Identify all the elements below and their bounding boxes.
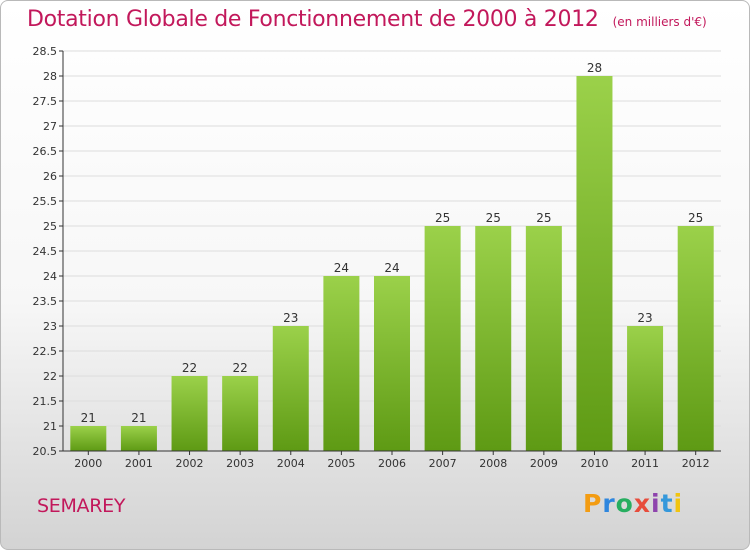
y-tick-label: 21 (43, 420, 57, 433)
bar-value-label: 22 (182, 361, 197, 375)
x-tick-label: 2002 (176, 457, 204, 470)
bar-value-label: 22 (233, 361, 248, 375)
x-tick-label: 2007 (429, 457, 457, 470)
logo-letter: P (583, 489, 603, 518)
bar-value-label: 24 (384, 261, 399, 275)
bar (627, 326, 664, 451)
bar-value-label: 28 (587, 61, 602, 75)
y-tick-label: 24 (43, 270, 57, 283)
y-tick-label: 25 (43, 220, 57, 233)
logo-letter: o (615, 489, 634, 518)
bar (171, 376, 208, 451)
logo-letter: i (673, 489, 684, 518)
y-tick-label: 21.5 (33, 395, 58, 408)
x-tick-label: 2012 (682, 457, 710, 470)
bar (70, 426, 107, 451)
x-tick-label: 2000 (74, 457, 102, 470)
y-tick-label: 22 (43, 370, 57, 383)
bars (70, 76, 714, 451)
y-tick-label: 23 (43, 320, 57, 333)
bar-value-label: 21 (81, 411, 96, 425)
x-tick-label: 2011 (631, 457, 659, 470)
bar (120, 426, 157, 451)
y-tick-label: 20.5 (33, 445, 58, 458)
y-tick-label: 28 (43, 70, 57, 83)
bar-value-label: 21 (131, 411, 146, 425)
bar (677, 226, 714, 451)
x-tick-label: 2006 (378, 457, 406, 470)
proxiti-logo: Proxiti (583, 489, 683, 518)
bar (272, 326, 309, 451)
bar-value-label: 25 (536, 211, 551, 225)
bar-value-label: 25 (435, 211, 450, 225)
bar (222, 376, 259, 451)
bar-value-label: 24 (334, 261, 349, 275)
x-tick-label: 2001 (125, 457, 153, 470)
bar (374, 276, 410, 451)
bar (424, 226, 461, 451)
y-tick-label: 25.5 (33, 195, 58, 208)
logo-letter: r (602, 489, 616, 518)
labels: 20.5 21 21.5 22 22.5 23 23.5 24 24.5 25 25.5 26 26.5… (33, 45, 710, 470)
chart-title: Dotation Globale de Fonctionnement de 20… (27, 7, 707, 32)
bar (525, 226, 562, 451)
bar (576, 76, 613, 451)
y-tick-label: 26.5 (33, 145, 58, 158)
x-tick-label: 2010 (580, 457, 608, 470)
bar-value-label: 25 (688, 211, 703, 225)
bar (475, 226, 512, 451)
y-tick-label: 27 (43, 120, 57, 133)
x-tick-label: 2009 (530, 457, 558, 470)
logo-letter: i (651, 489, 661, 518)
x-tick-label: 2004 (277, 457, 305, 470)
x-tick-label: 2008 (479, 457, 507, 470)
y-tick-label: 22.5 (33, 345, 58, 358)
axes (59, 50, 721, 455)
x-tick-label: 2003 (226, 457, 254, 470)
commune-name: SEMAREY (37, 495, 126, 517)
y-tick-label: 23.5 (33, 295, 58, 308)
logo-letter: x (633, 489, 651, 518)
bar-value-label: 23 (637, 311, 652, 325)
bar (323, 276, 360, 451)
bar-value-label: 25 (486, 211, 501, 225)
y-tick-label: 26 (43, 170, 57, 183)
y-tick-label: 27.5 (33, 95, 58, 108)
chart-subtitle: (en milliers d'€) (612, 15, 707, 29)
bar-value-label: 23 (283, 311, 298, 325)
logo-letter: t (660, 489, 674, 518)
y-tick-label: 24.5 (33, 245, 58, 258)
y-tick-label: 28.5 (33, 45, 58, 58)
x-tick-label: 2005 (327, 457, 355, 470)
